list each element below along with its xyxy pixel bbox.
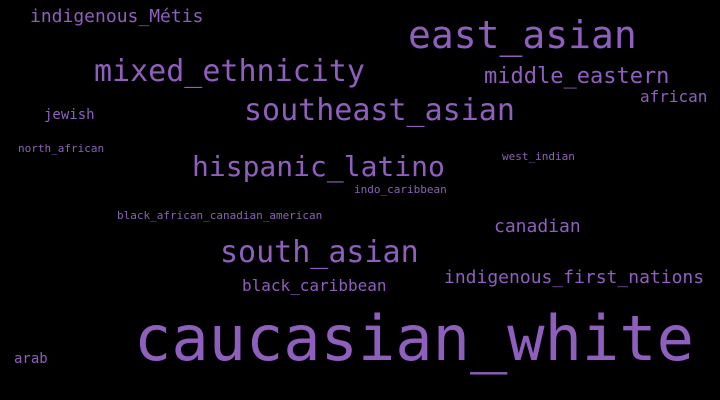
word-southeast-asian: southeast_asian xyxy=(244,93,515,128)
word-jewish: jewish xyxy=(44,107,95,123)
word-middle-eastern: middle_eastern xyxy=(484,64,670,89)
word-black-caribbean: black_caribbean xyxy=(242,276,387,295)
word-indigenous-first-nations: indigenous_first_nations xyxy=(444,267,705,288)
word-south-asian: south_asian xyxy=(220,235,419,270)
word-north-african: north_african xyxy=(18,142,105,155)
word-arab: arab xyxy=(14,351,48,367)
word-east-asian: east_asian xyxy=(408,13,637,57)
word-indo-caribbean: indo_caribbean xyxy=(354,183,447,196)
word-african: african xyxy=(640,87,708,106)
word-black-african-canadian-american: black_african_canadian_american xyxy=(117,209,323,222)
word-hispanic-latino: hispanic_latino xyxy=(192,150,445,183)
word-canadian: canadian xyxy=(494,216,581,237)
word-indigenous-metis: indigenous_Métis xyxy=(30,6,204,27)
word-west-indian: west_indian xyxy=(502,150,575,163)
word-mixed-ethnicity: mixed_ethnicity xyxy=(94,54,365,89)
word-caucasian-white: caucasian_white xyxy=(134,302,694,375)
